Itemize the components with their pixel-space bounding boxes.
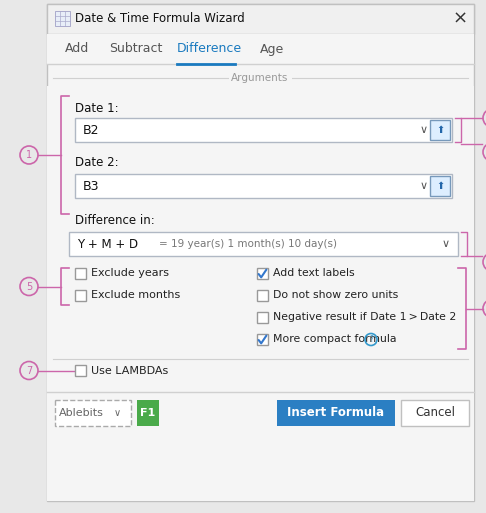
Bar	[47, 34, 474, 64]
Text: Insert Formula: Insert Formula	[287, 406, 384, 420]
Text: 1: 1	[26, 150, 32, 160]
Text: 7: 7	[26, 365, 32, 376]
Text: = 19 year(s) 1 month(s) 10 day(s): = 19 year(s) 1 month(s) 10 day(s)	[159, 239, 337, 249]
Text: F1: F1	[140, 408, 156, 418]
Text: ×: ×	[452, 10, 468, 28]
Bar	[69, 232, 458, 256]
Bar	[75, 118, 452, 142]
Text: ⬆: ⬆	[436, 125, 444, 135]
Text: Date 2:: Date 2:	[75, 156, 119, 169]
Text: B2: B2	[83, 124, 100, 136]
Text: ∨: ∨	[420, 125, 428, 135]
Bar	[47, 4, 474, 501]
Text: ∨: ∨	[442, 239, 450, 249]
Text: ?: ?	[369, 335, 373, 344]
Text: Date & Time Formula Wizard: Date & Time Formula Wizard	[75, 12, 245, 26]
Text: Ablebits: Ablebits	[58, 408, 104, 418]
Bar	[257, 312, 268, 323]
Bar	[47, 86, 474, 501]
Text: Subtract: Subtract	[109, 43, 162, 55]
Bar	[430, 176, 450, 196]
Bar	[257, 334, 268, 345]
Bar	[257, 268, 268, 279]
Text: Use LAMBDAs: Use LAMBDAs	[91, 365, 168, 376]
Text: Add: Add	[65, 43, 89, 55]
Bar	[277, 400, 395, 426]
Bar	[401, 400, 469, 426]
Text: Negative result if Date 1 > Date 2: Negative result if Date 1 > Date 2	[273, 312, 456, 323]
Text: Exclude months: Exclude months	[91, 290, 180, 301]
Text: Difference: Difference	[177, 43, 242, 55]
Text: ⬆: ⬆	[436, 181, 444, 191]
Text: 5: 5	[26, 282, 32, 291]
Text: More compact formula: More compact formula	[273, 334, 397, 345]
Text: Difference in:: Difference in:	[75, 214, 155, 227]
Text: Arguments: Arguments	[231, 73, 289, 83]
Bar	[257, 290, 268, 301]
Text: Age: Age	[260, 43, 284, 55]
Bar	[47, 4, 474, 34]
Text: Date 1:: Date 1:	[75, 102, 119, 115]
Bar	[75, 268, 86, 279]
Bar	[137, 400, 159, 426]
Text: Cancel: Cancel	[415, 406, 455, 420]
Text: B3: B3	[83, 180, 100, 192]
Bar	[75, 290, 86, 301]
Text: ∨: ∨	[113, 408, 121, 418]
Bar	[55, 11, 70, 26]
Bar	[430, 120, 450, 140]
Bar	[55, 400, 131, 426]
Text: Y + M + D: Y + M + D	[77, 238, 138, 250]
Text: Add text labels: Add text labels	[273, 268, 355, 279]
Bar	[75, 174, 452, 198]
Text: ∨: ∨	[420, 181, 428, 191]
Text: Exclude years: Exclude years	[91, 268, 169, 279]
Bar	[75, 365, 86, 376]
Text: Do not show zero units: Do not show zero units	[273, 290, 398, 301]
